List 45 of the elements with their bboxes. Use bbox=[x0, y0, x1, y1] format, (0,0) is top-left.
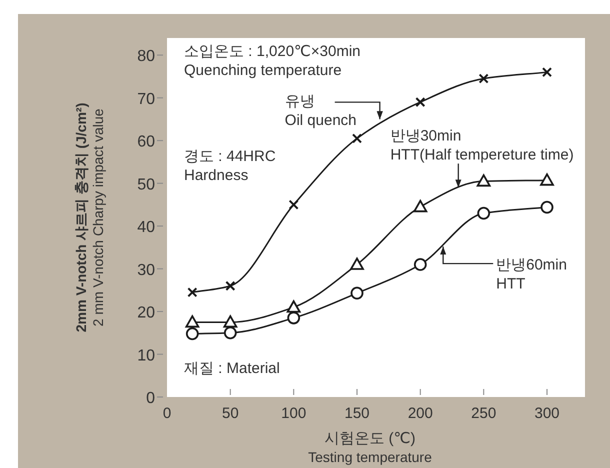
x-tick-label: 250 bbox=[471, 405, 496, 422]
point bbox=[478, 74, 489, 84]
point bbox=[413, 200, 428, 212]
point bbox=[540, 173, 554, 186]
x-tick-label: 300 bbox=[534, 405, 560, 422]
y-axis-title: 2mm V-notch 샤르피 충격치 (J/cm²) 2 mm V-notch Charpy impact value bbox=[73, 102, 106, 332]
annotation: 경도 : 44HRC Hardness bbox=[184, 148, 276, 184]
y-tick-label: 10 bbox=[137, 347, 156, 364]
point bbox=[185, 315, 200, 328]
point bbox=[223, 315, 238, 328]
point bbox=[477, 206, 490, 220]
point bbox=[225, 280, 236, 291]
point bbox=[350, 286, 364, 300]
annotation: 유냉 Oil quench bbox=[284, 93, 357, 130]
x-axis-title: 시험온도 (℃) Testing temperature bbox=[308, 430, 432, 465]
y-tick-label: 20 bbox=[137, 304, 156, 322]
point bbox=[476, 174, 491, 187]
point bbox=[540, 200, 554, 214]
point bbox=[352, 133, 362, 144]
point bbox=[224, 326, 237, 340]
x-tick-label: 200 bbox=[408, 405, 433, 422]
x-tick-label: 50 bbox=[222, 405, 239, 422]
point bbox=[286, 300, 301, 313]
y-tick-label: 80 bbox=[137, 48, 156, 66]
annotation: 반냉60min HTT bbox=[496, 256, 567, 293]
point bbox=[287, 312, 300, 324]
x-tick-label: 150 bbox=[344, 405, 370, 422]
y-tick-label: 0 bbox=[146, 390, 156, 407]
point bbox=[288, 200, 299, 210]
point bbox=[542, 67, 552, 78]
y-tick-label: 50 bbox=[137, 176, 156, 194]
point bbox=[187, 287, 198, 298]
annotation: 재질 : Material bbox=[184, 360, 280, 377]
annotation: 소입온도 : 1,020℃×30min Quenching temperature bbox=[184, 43, 360, 79]
y-tick-label: 60 bbox=[137, 134, 156, 151]
point bbox=[415, 97, 426, 108]
y-tick-label: 40 bbox=[137, 219, 156, 236]
point bbox=[414, 258, 427, 271]
y-tick-label: 30 bbox=[137, 262, 156, 279]
point bbox=[350, 258, 364, 270]
annotation: 반냉30min HTT(Half tempereture time) bbox=[390, 128, 574, 164]
x-tick-label: 0 bbox=[162, 405, 172, 422]
x-tick-label: 100 bbox=[281, 405, 306, 422]
point bbox=[186, 327, 199, 340]
y-tick-label: 70 bbox=[137, 90, 156, 108]
